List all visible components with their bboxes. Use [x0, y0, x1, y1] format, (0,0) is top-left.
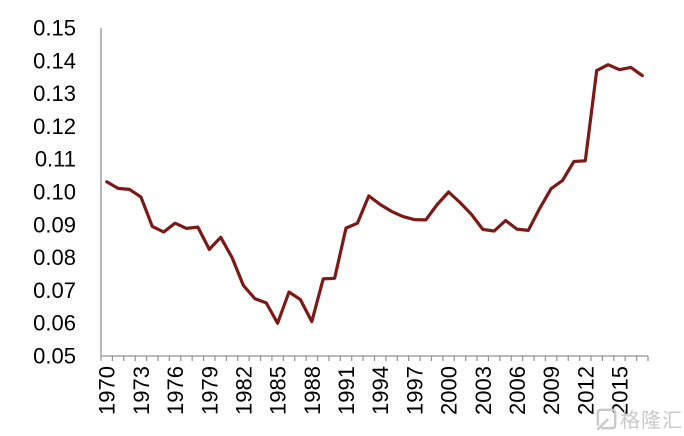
y-axis-label: 0.06 — [33, 311, 76, 336]
x-axis-label: 1997 — [402, 366, 427, 415]
y-axis-label: 0.10 — [33, 180, 76, 205]
y-axis-label: 0.09 — [33, 212, 76, 237]
y-axis-label: 0.15 — [33, 16, 76, 41]
x-axis-label: 1976 — [163, 366, 188, 415]
x-axis-label: 1991 — [334, 366, 359, 415]
x-axis-label: 2009 — [539, 366, 564, 415]
x-axis-label: 1979 — [197, 366, 222, 415]
x-axis-label: 2012 — [573, 366, 598, 415]
y-axis-label: 0.05 — [33, 344, 76, 369]
data-series-line — [105, 63, 644, 325]
y-axis-label: 0.13 — [33, 81, 76, 106]
x-axis-label: 2006 — [505, 366, 530, 415]
x-axis-label: 2000 — [437, 366, 462, 415]
y-axis-label: 0.12 — [33, 114, 76, 139]
x-axis-label: 1982 — [231, 366, 256, 415]
x-axis-label: 1973 — [129, 366, 154, 415]
x-axis-label: 1988 — [300, 366, 325, 415]
y-axis-label: 0.07 — [33, 278, 76, 303]
x-axis-label: 1970 — [95, 366, 120, 415]
y-axis-label: 0.11 — [35, 147, 76, 172]
y-axis-label: 0.14 — [33, 48, 76, 73]
x-axis-label: 1985 — [266, 366, 291, 415]
y-axis-label: 0.08 — [33, 245, 76, 270]
x-axis-label: 2003 — [471, 366, 496, 415]
x-axis-label: 1994 — [368, 366, 393, 415]
x-axis-label: 2015 — [608, 366, 633, 415]
